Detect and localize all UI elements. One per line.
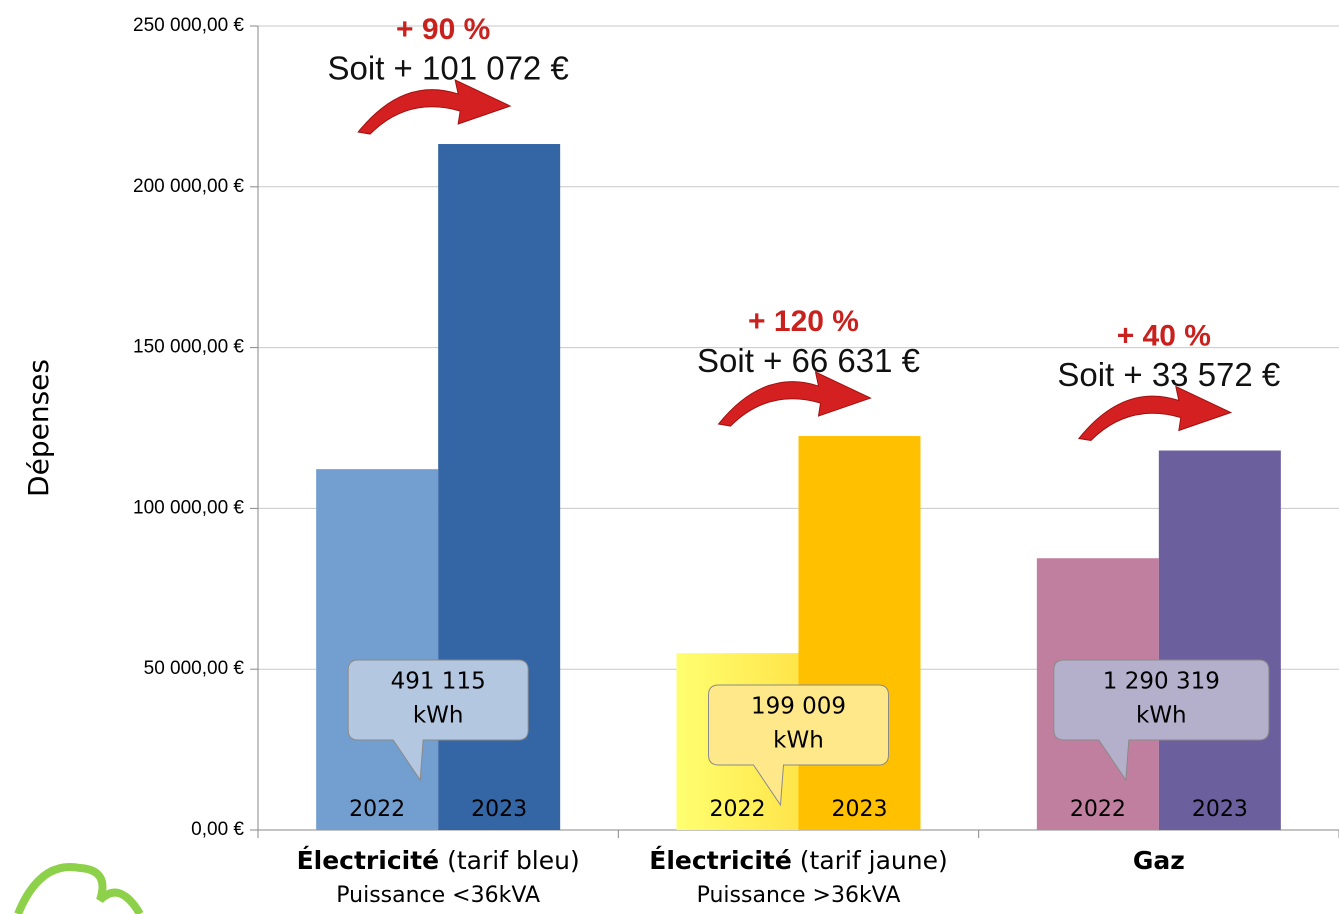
bar [798, 436, 921, 830]
y-tick-label: 250 000,00 € [133, 15, 244, 36]
consumption-value: 491 115 [391, 669, 486, 695]
consumption-value: 1 290 319 [1103, 669, 1220, 695]
callout [708, 684, 889, 807]
category-name: Gaz [1133, 846, 1185, 875]
category-detail: (tarif jaune) [800, 846, 948, 875]
arrow [718, 371, 871, 427]
amount-label: Soit + 66 631 € [697, 342, 920, 379]
consumption-unit: kWh [773, 728, 824, 754]
category-name: Électricité [649, 846, 792, 875]
amount-label: Soit + 101 072 € [328, 50, 569, 87]
y-tick-label: 100 000,00 € [133, 497, 244, 518]
consumption-value: 199 009 [751, 694, 846, 720]
series-label: 2023 [471, 797, 527, 822]
x-tick-label: Électricité (tarif jaune) [649, 846, 947, 875]
bar [1158, 450, 1281, 830]
consumption-unit: kWh [1136, 703, 1187, 729]
series-label: 2022 [349, 797, 405, 822]
change-label: + 120 % [748, 305, 859, 338]
change-label: + 40 % [1117, 319, 1211, 352]
x-tick-label: Gaz [1133, 846, 1185, 875]
y-tick-label: 200 000,00 € [133, 176, 244, 197]
arrow [357, 79, 511, 135]
category-sub: Puissance <36kVA [336, 883, 540, 908]
category-space [439, 846, 447, 875]
y-tick-label: 150 000,00 € [133, 337, 244, 358]
callout [347, 659, 529, 782]
change-label: + 90 % [396, 13, 490, 46]
callout [1053, 659, 1270, 782]
y-tick-label: 50 000,00 € [144, 658, 245, 679]
arrow [1078, 386, 1232, 442]
consumption-unit: kWh [413, 703, 464, 729]
category-space [792, 846, 800, 875]
y-tick-label: 0,00 € [191, 819, 244, 840]
series-label: 2022 [1070, 797, 1126, 822]
amount-label: Soit + 33 572 € [1057, 356, 1280, 393]
series-label: 2023 [1192, 797, 1248, 822]
series-label: 2023 [832, 797, 888, 822]
category-name: Électricité [297, 846, 440, 875]
logo [14, 863, 144, 914]
y-axis-label: Dépenses [22, 359, 55, 497]
x-tick-label: Électricité (tarif bleu) [297, 846, 580, 875]
series-label: 2022 [710, 797, 766, 822]
category-detail: (tarif bleu) [447, 846, 580, 875]
category-sub: Puissance >36kVA [697, 883, 901, 908]
